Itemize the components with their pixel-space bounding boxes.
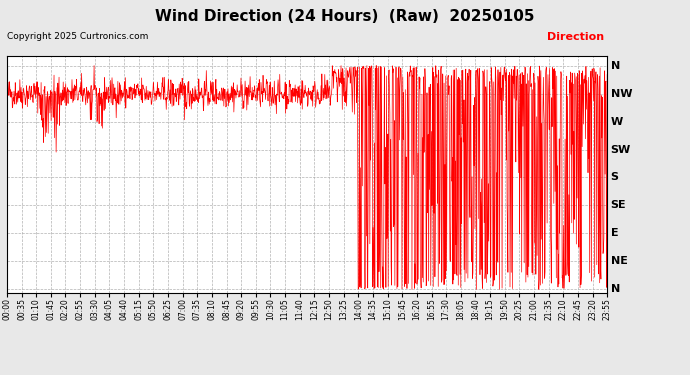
Text: Wind Direction (24 Hours)  (Raw)  20250105: Wind Direction (24 Hours) (Raw) 20250105 (155, 9, 535, 24)
Text: W: W (611, 117, 623, 126)
Text: NW: NW (611, 88, 632, 99)
Text: SW: SW (611, 144, 631, 154)
Text: SE: SE (611, 201, 627, 210)
Text: Copyright 2025 Curtronics.com: Copyright 2025 Curtronics.com (7, 32, 148, 41)
Text: NE: NE (611, 256, 627, 266)
Text: Direction: Direction (546, 32, 604, 42)
Text: E: E (611, 228, 618, 238)
Text: N: N (611, 284, 620, 294)
Text: N: N (611, 61, 620, 70)
Text: S: S (611, 172, 619, 183)
